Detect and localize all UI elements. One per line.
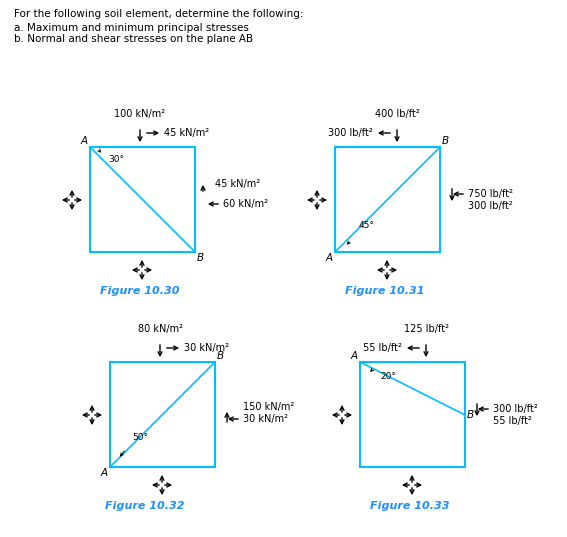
Text: 100 kN/m²: 100 kN/m² (115, 109, 166, 119)
Text: B: B (442, 136, 449, 146)
Text: 55 lb/ft²: 55 lb/ft² (363, 343, 402, 353)
Text: Figure 10.32: Figure 10.32 (105, 501, 184, 511)
Text: 50°: 50° (132, 433, 148, 442)
Text: 30 kN/m²: 30 kN/m² (184, 343, 229, 353)
Bar (335, 147, 440, 252)
Text: Figure 10.31: Figure 10.31 (345, 286, 425, 296)
Text: 55 lb/ft²: 55 lb/ft² (493, 416, 532, 426)
Text: B: B (197, 253, 204, 263)
Text: B: B (467, 410, 474, 420)
Text: 45 kN/m²: 45 kN/m² (215, 179, 260, 189)
Bar (360, 362, 465, 467)
Text: 20°: 20° (380, 372, 396, 381)
Bar (110, 362, 215, 467)
Text: A: A (326, 253, 333, 263)
Text: 150 kN/m²: 150 kN/m² (243, 402, 294, 412)
Text: 125 lb/ft²: 125 lb/ft² (404, 324, 448, 334)
Text: For the following soil element, determine the following:: For the following soil element, determin… (14, 9, 303, 19)
Text: B: B (217, 351, 224, 361)
Text: Figure 10.30: Figure 10.30 (100, 286, 180, 296)
Text: 45°: 45° (359, 221, 375, 230)
Text: 300 lb/ft²: 300 lb/ft² (328, 128, 373, 138)
Text: 300 lb/ft²: 300 lb/ft² (468, 201, 513, 211)
Text: 750 lb/ft²: 750 lb/ft² (468, 189, 513, 199)
Text: 30 kN/m²: 30 kN/m² (243, 414, 288, 424)
Text: 30°: 30° (108, 155, 124, 164)
Text: A: A (81, 136, 88, 146)
Text: 300 lb/ft²: 300 lb/ft² (493, 404, 538, 414)
Text: a. Maximum and minimum principal stresses: a. Maximum and minimum principal stresse… (14, 23, 249, 33)
Text: 60 kN/m²: 60 kN/m² (223, 199, 268, 209)
Text: 80 kN/m²: 80 kN/m² (138, 324, 183, 334)
Text: 45 kN/m²: 45 kN/m² (164, 128, 209, 138)
Text: A: A (351, 351, 358, 361)
Text: A: A (101, 468, 108, 478)
Text: b. Normal and shear stresses on the plane AB: b. Normal and shear stresses on the plan… (14, 34, 253, 44)
Text: Figure 10.33: Figure 10.33 (370, 501, 450, 511)
Bar (90, 147, 195, 252)
Text: 400 lb/ft²: 400 lb/ft² (375, 109, 420, 119)
